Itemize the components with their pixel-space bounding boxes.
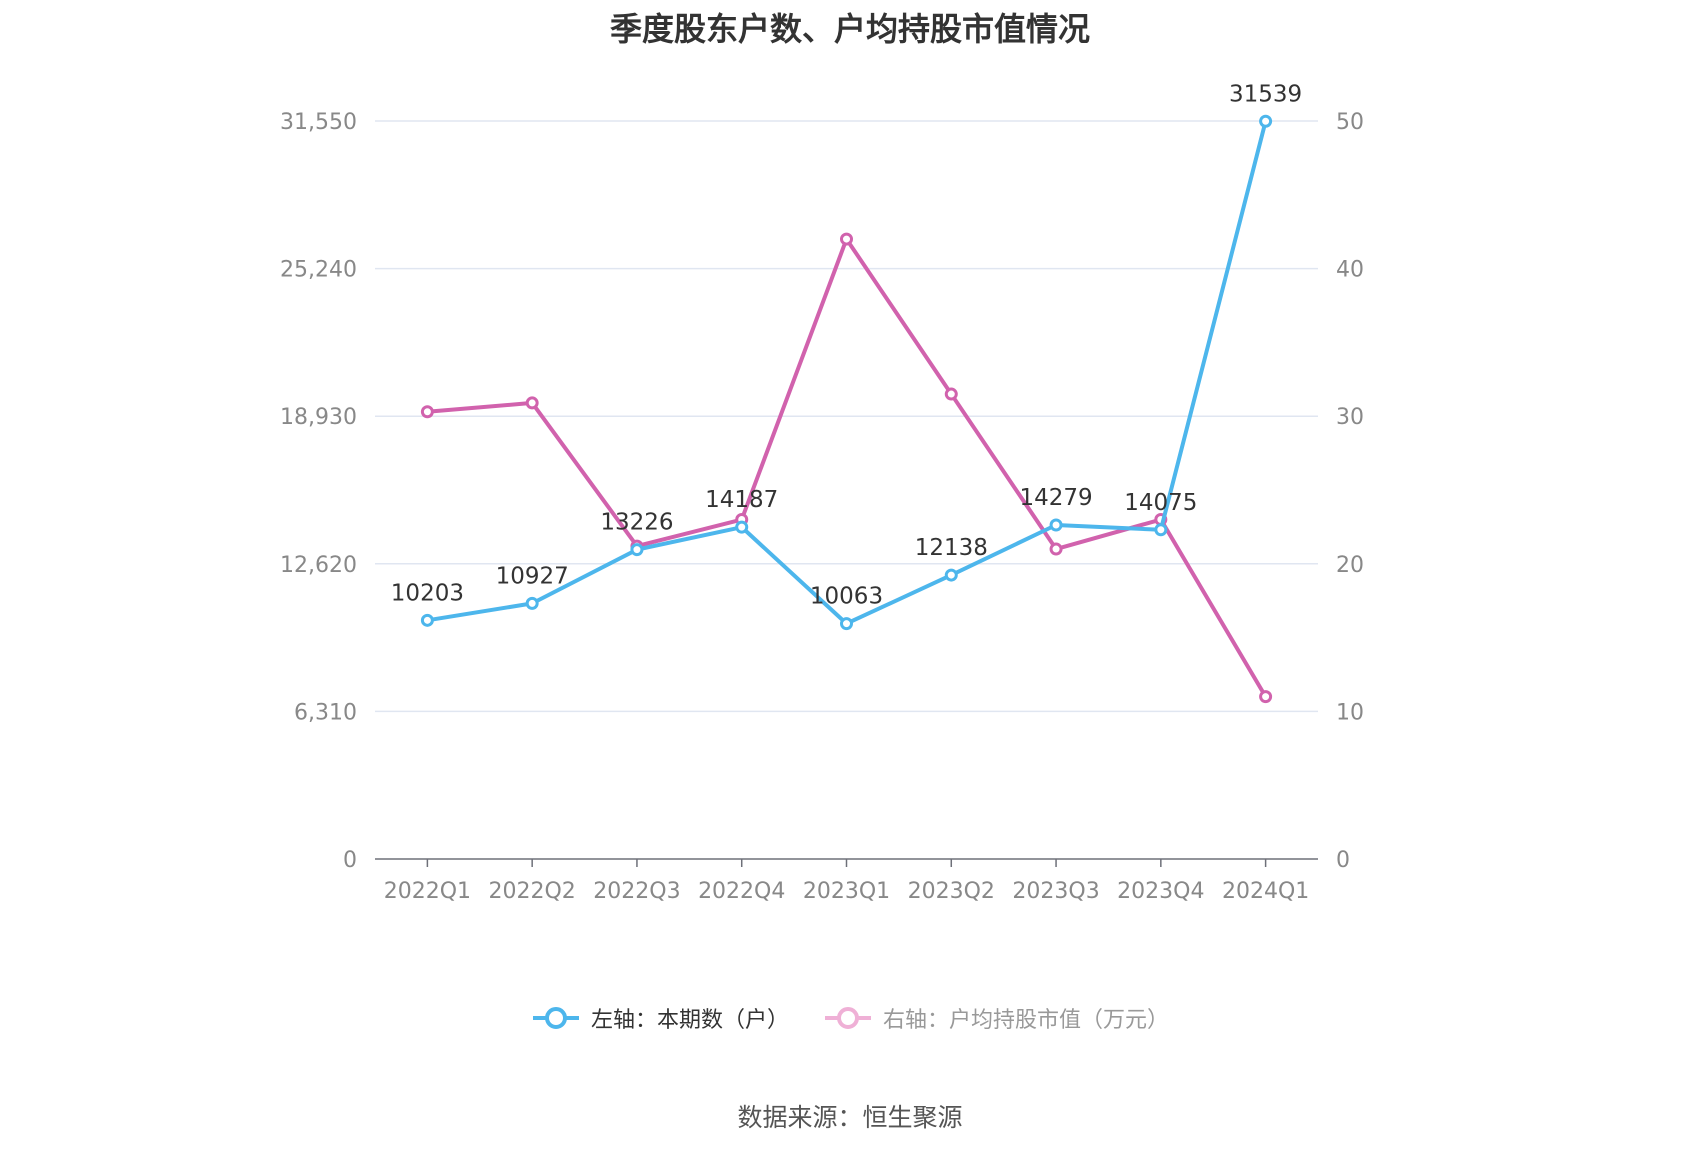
right-axis-tick-label: 0 bbox=[1336, 848, 1350, 873]
data-label: 10063 bbox=[810, 584, 883, 610]
data-point bbox=[735, 520, 749, 534]
x-axis-tick-label: 2022Q4 bbox=[698, 879, 785, 904]
left-axis-tick-label: 0 bbox=[343, 848, 357, 873]
x-axis-tick-label: 2023Q2 bbox=[908, 879, 995, 904]
x-axis-tick-label: 2023Q3 bbox=[1012, 879, 1099, 904]
data-point bbox=[420, 405, 434, 419]
grid-lines bbox=[375, 120, 1318, 713]
x-axis-tick-label: 2023Q1 bbox=[803, 879, 890, 904]
data-point bbox=[1259, 114, 1273, 128]
left-axis-tick-label: 25,240 bbox=[280, 258, 357, 283]
data-labels: 10203 10927 13226 14187 10063 12138 14279 14075… bbox=[391, 81, 1302, 609]
left-axis-tick-label: 31,550 bbox=[280, 110, 357, 135]
series-line bbox=[427, 120, 1268, 626]
data-point bbox=[840, 617, 853, 631]
data-point bbox=[1154, 523, 1168, 537]
data-label: 14075 bbox=[1124, 490, 1197, 516]
data-label: 10203 bbox=[391, 580, 464, 606]
x-axis-tick-label: 2023Q4 bbox=[1117, 879, 1204, 904]
right-axis-tick-label: 40 bbox=[1336, 258, 1364, 283]
legend-label-avg-value: 右轴：户均持股市值（万元） bbox=[883, 1008, 1170, 1033]
legend-line-circle-icon bbox=[532, 1007, 579, 1029]
axes: 0 0 6,310 10 12,620 20 18,930 30 25,240 40 31,550 5… bbox=[280, 110, 1364, 904]
data-label: 14187 bbox=[705, 487, 778, 513]
left-axis-tick-label: 12,620 bbox=[280, 553, 357, 578]
legend-item-households[interactable]: 左轴：本期数（户） bbox=[531, 1002, 789, 1034]
right-axis-tick-label: 30 bbox=[1336, 405, 1364, 430]
left-axis-tick-label: 6,310 bbox=[294, 700, 357, 725]
data-point bbox=[840, 232, 853, 246]
data-point bbox=[944, 387, 958, 401]
legend-line-circle-icon bbox=[825, 1007, 871, 1029]
data-point bbox=[420, 613, 434, 627]
data-point bbox=[1049, 518, 1063, 532]
right-axis-tick-label: 20 bbox=[1336, 553, 1364, 578]
x-axis-tick-label: 2024Q1 bbox=[1222, 879, 1309, 904]
data-point bbox=[630, 543, 644, 557]
data-point bbox=[944, 568, 958, 582]
data-point bbox=[1049, 542, 1063, 556]
data-point bbox=[1259, 690, 1273, 704]
x-axis-tick-label: 2022Q1 bbox=[384, 879, 471, 904]
data-point bbox=[525, 596, 539, 610]
legend-label-households: 左轴：本期数（户） bbox=[590, 1008, 789, 1033]
data-label: 13226 bbox=[600, 510, 673, 536]
right-axis-tick-label: 50 bbox=[1336, 110, 1364, 135]
legend-item-avg-value[interactable]: 右轴：户均持股市值（万元） bbox=[823, 1002, 1169, 1034]
data-source: 数据来源：恒生聚源 bbox=[737, 1103, 963, 1132]
left-axis-tick-label: 18,930 bbox=[280, 405, 357, 430]
series-lines bbox=[420, 114, 1273, 704]
data-label: 31539 bbox=[1229, 81, 1302, 107]
data-label: 12138 bbox=[915, 535, 988, 561]
x-axis-tick-label: 2022Q3 bbox=[593, 879, 680, 904]
data-label: 10927 bbox=[496, 563, 569, 589]
legend: 左轴：本期数（户） 右轴：户均持股市值（万元） bbox=[0, 1002, 1700, 1034]
chart-title: 季度股东户数、户均持股市值情况 bbox=[609, 10, 1090, 48]
data-point bbox=[525, 396, 539, 410]
data-label: 14279 bbox=[1019, 485, 1092, 511]
x-axis-tick-label: 2022Q2 bbox=[489, 879, 576, 904]
right-axis-tick-label: 10 bbox=[1336, 700, 1364, 725]
